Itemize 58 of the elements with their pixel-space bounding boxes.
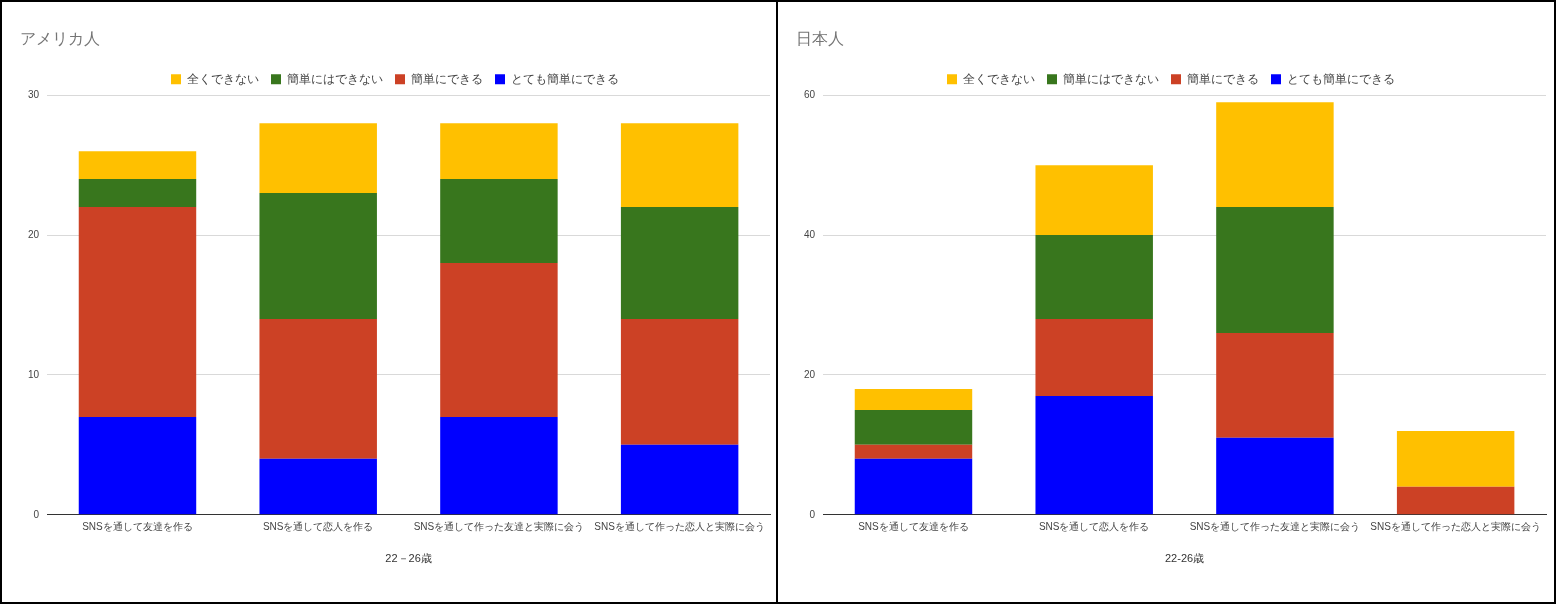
bar	[620, 123, 739, 208]
legend-label: とても簡単にできる	[511, 71, 619, 86]
bar	[440, 263, 558, 417]
bar	[854, 388, 973, 410]
y-tick-label: 0	[809, 508, 816, 520]
bar	[1216, 102, 1334, 208]
legend-label: 全くできない	[187, 71, 259, 86]
chart-title: アメリカ人	[20, 30, 100, 48]
x-tick-label: SNSを通して作った恋人と実際に会う	[1370, 520, 1541, 532]
x-tick-label: SNSを通して恋人を作る	[1038, 520, 1150, 532]
y-tick-label: 20	[28, 228, 40, 240]
bar	[1035, 395, 1153, 515]
legend-label: 簡単にできる	[411, 71, 483, 86]
legend-label: 全くできない	[963, 71, 1035, 86]
bar	[78, 207, 197, 417]
x-tick-label: SNSを通して作った恋人と実際に会う	[594, 520, 765, 532]
y-tick-label: 40	[804, 228, 816, 240]
bar	[259, 458, 377, 515]
bar	[1216, 332, 1334, 438]
bar	[1216, 437, 1334, 515]
bar	[440, 123, 558, 180]
bar	[78, 179, 197, 208]
bar	[1216, 207, 1334, 333]
x-axis-title: 22-26歳	[1164, 552, 1205, 565]
legend-label: とても簡単にできる	[1287, 71, 1395, 86]
bar	[259, 123, 377, 194]
bar	[1396, 430, 1515, 487]
bar	[1035, 235, 1153, 319]
legend-label: 簡単にはできない	[287, 71, 383, 86]
bar	[1035, 165, 1153, 236]
bar	[78, 151, 197, 180]
legend-label: 簡単にはできない	[1063, 71, 1159, 86]
x-tick-label: SNSを通して友達を作る	[858, 520, 969, 532]
y-tick-label: 0	[33, 508, 40, 520]
bar	[854, 409, 973, 445]
y-tick-label: 10	[28, 368, 40, 380]
bar	[259, 318, 377, 459]
bar	[78, 416, 197, 515]
y-tick-label: 60	[804, 88, 816, 100]
bar	[620, 207, 739, 319]
x-tick-label: SNSを通して恋人を作る	[262, 520, 374, 532]
chart-title: 日本人	[796, 30, 844, 48]
x-tick-label: SNSを通して作った友達と実際に会う	[413, 520, 585, 532]
bar	[440, 179, 558, 264]
bar	[440, 416, 558, 515]
bar	[620, 444, 739, 515]
bar	[259, 193, 377, 319]
x-axis-title: 22－26歳	[385, 552, 432, 565]
y-tick-label: 20	[804, 368, 816, 380]
bar	[1035, 318, 1153, 396]
bar	[854, 458, 973, 515]
x-tick-label: SNSを通して友達を作る	[82, 520, 193, 532]
x-tick-label: SNSを通して作った友達と実際に会う	[1189, 520, 1361, 532]
bar	[620, 318, 739, 445]
bar	[854, 444, 973, 459]
bar	[1396, 486, 1515, 515]
y-tick-label: 30	[28, 88, 40, 100]
legend-label: 簡単にできる	[1187, 71, 1259, 86]
